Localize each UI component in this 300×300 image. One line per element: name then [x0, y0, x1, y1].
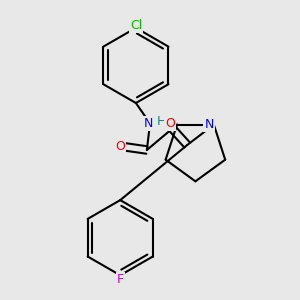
Text: F: F [117, 273, 124, 286]
Text: O: O [115, 140, 125, 153]
Text: H: H [157, 115, 167, 128]
Text: Cl: Cl [130, 19, 142, 32]
Text: N: N [144, 117, 153, 130]
Text: N: N [204, 118, 214, 131]
Text: O: O [165, 117, 175, 130]
